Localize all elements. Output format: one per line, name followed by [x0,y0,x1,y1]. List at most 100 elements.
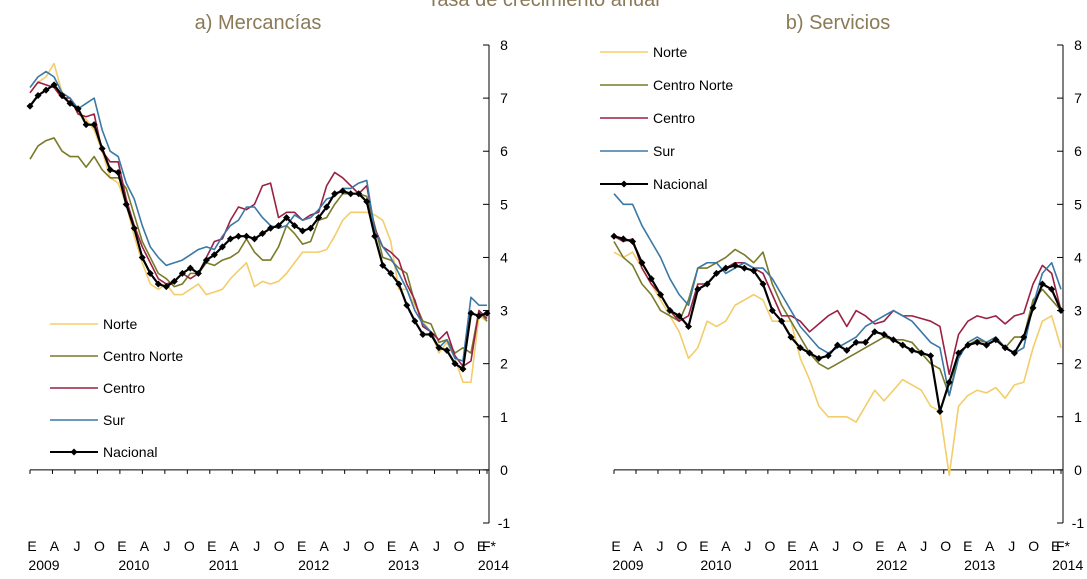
y-tick-label: 1 [500,409,508,425]
y-tick-label: 7 [1074,90,1082,106]
x-month-label: E [207,538,216,554]
x-month-label: E [117,538,126,554]
x-month-label: A [721,538,731,554]
legend-label: Norte [653,44,687,60]
nacional-marker [267,224,275,232]
y-tick-label: 7 [500,90,508,106]
nacional-marker [323,203,331,211]
y-tick-label: 0 [1074,462,1082,478]
legend-label: Centro Norte [653,77,733,93]
y-tick-label: 5 [500,196,508,212]
nacional-marker [936,407,944,415]
nacional-marker [759,280,767,288]
x-month-label: O [764,538,775,554]
nacional-marker [371,232,379,240]
y-tick-label: -1 [1072,515,1085,531]
x-month-label: O [94,538,105,554]
x-month-label: J [343,538,350,554]
nacional-marker [1048,285,1056,293]
nacional-marker [146,269,154,277]
x-month-label: J [1008,538,1015,554]
x-month-label: O [364,538,375,554]
nacional-marker [1001,344,1009,352]
nacional-marker [1038,280,1046,288]
nacional-marker [778,317,786,325]
nacional-marker [186,264,194,272]
nacional-marker [106,166,114,174]
nacional-marker [275,222,283,230]
nacional-marker [815,354,823,362]
nacional-marker [619,235,627,243]
x-month-label: E [875,538,884,554]
nacional-marker [130,224,138,232]
x-year-label: 2009 [612,557,643,573]
nacional-marker [1010,349,1018,357]
nacional-marker [283,214,291,222]
x-month-label: J [433,538,440,554]
legend-label: Nacional [653,176,707,192]
nacional-marker [945,378,953,386]
nacional-marker [387,269,395,277]
x-month-label: E [963,538,972,554]
x-month-label: E [787,538,796,554]
nacional-marker [694,285,702,293]
nacional-marker [861,338,869,346]
nacional-marker [1029,304,1037,312]
nacional-marker [443,346,451,354]
nacional-marker [26,102,34,110]
y-tick-label: 4 [500,249,508,265]
x-year-label: 2010 [118,557,149,573]
nacional-marker [98,145,106,153]
x-month-label: J [744,538,751,554]
x-month-label: E [387,538,396,554]
nacional-marker [355,190,363,198]
x-month-label: A [409,538,419,554]
x-year-label: 2009 [28,557,59,573]
y-tick-label: 5 [1074,196,1082,212]
x-month-label: A [50,538,60,554]
nacional-marker [806,349,814,357]
x-year-label: 2014 [1052,557,1083,573]
nacional-marker [675,312,683,320]
panel-title: a) Mercancías [195,12,322,34]
x-month-label: A [985,538,995,554]
nacional-marker [973,338,981,346]
x-month-label: E [297,538,306,554]
x-month-label: J [920,538,927,554]
x-month-label: A [897,538,907,554]
nacional-marker [917,349,925,357]
nacional-marker [138,253,146,261]
nacional-marker [964,341,972,349]
nacional-marker [475,312,483,320]
x-year-label: 2012 [876,557,907,573]
nacional-marker [250,235,258,243]
nacional-marker [90,121,98,129]
nacional-marker [824,352,832,360]
legend-label: Norte [103,316,137,332]
nacional-marker [722,264,730,272]
nacional-marker [834,341,841,349]
series-line-nacional [29,83,488,371]
nacional-marker [202,256,210,264]
x-month-label: O [852,538,863,554]
nacional-marker [259,230,267,238]
figure-title: Tasa de crecimiento anual [427,0,660,11]
panel-title: b) Servicios [786,12,890,34]
nacional-marker [42,86,50,94]
nacional-marker [307,224,315,232]
y-tick-label: 8 [1074,37,1082,53]
x-year-label: 2013 [388,557,419,573]
x-month-label: E [477,538,486,554]
legend-label: Sur [653,143,675,159]
y-tick-label: 8 [500,37,508,53]
nacional-marker [363,198,371,206]
nacional-marker [852,338,860,346]
x-year-label: 2011 [789,557,819,573]
y-tick-label: 4 [1074,249,1082,265]
nacional-marker [395,280,403,288]
nacional-marker [170,277,178,285]
nacional-marker [435,344,443,352]
nacional-marker [379,261,387,269]
series-line-centro [613,235,1062,376]
